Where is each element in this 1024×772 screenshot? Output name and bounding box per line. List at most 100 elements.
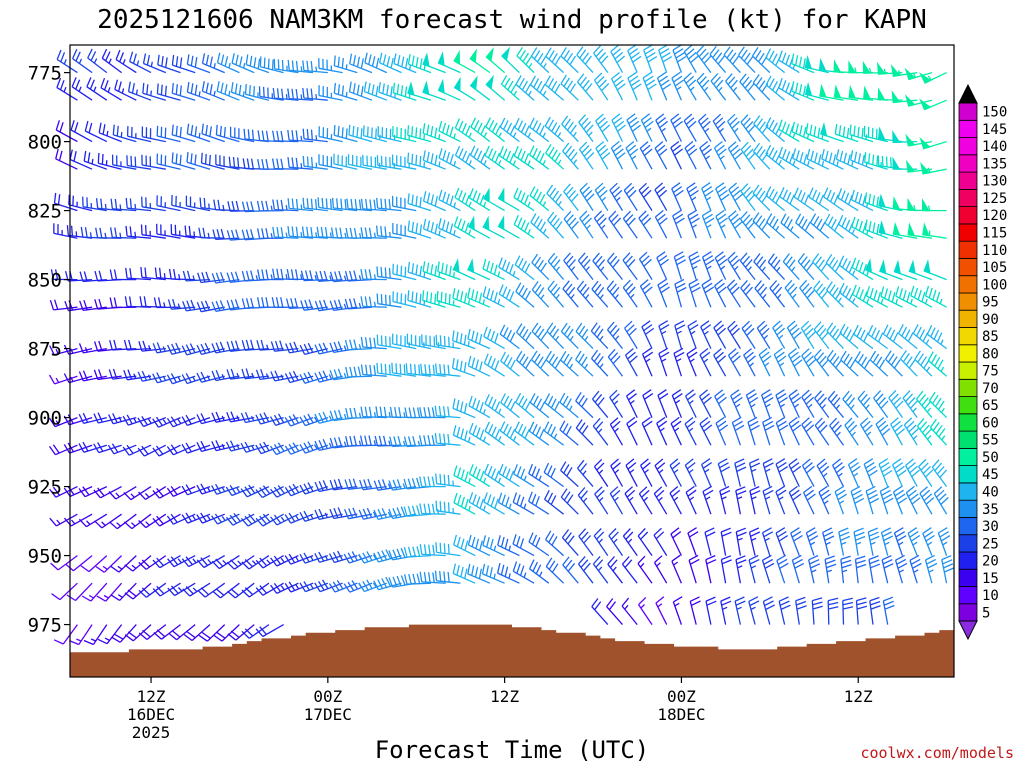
wind-barb	[814, 349, 829, 376]
wind-barb	[595, 487, 608, 514]
wind-barb	[789, 486, 801, 514]
wind-barb	[514, 146, 534, 169]
wind-barb	[763, 597, 774, 625]
colorbar-label: 30	[982, 519, 999, 535]
wind-barb	[562, 116, 579, 142]
wind-barb	[303, 156, 328, 169]
wind-barb	[721, 597, 731, 625]
wind-barb	[142, 225, 166, 239]
wind-barb	[374, 550, 402, 563]
wind-barb	[611, 459, 623, 487]
wind-barb	[500, 422, 519, 446]
wind-barb	[640, 280, 652, 308]
wind-barb	[639, 487, 652, 514]
wind-barb	[377, 226, 402, 239]
wind-barb	[578, 460, 594, 486]
plot-area	[50, 45, 955, 677]
colorbar-label: 130	[982, 174, 1007, 190]
wind-barb	[910, 555, 921, 583]
colorbar-label: 85	[982, 329, 999, 345]
wind-barb	[849, 63, 873, 73]
wind-barb	[726, 74, 741, 101]
wind-barb	[485, 422, 505, 445]
wind-barb	[579, 115, 593, 142]
wind-barb	[576, 323, 593, 349]
wind-barb	[638, 556, 652, 583]
wind-barb	[882, 556, 893, 584]
wind-barb	[127, 155, 151, 169]
wind-barb	[720, 487, 730, 515]
wind-barb	[532, 323, 549, 349]
wind-barb	[657, 252, 669, 280]
wind-barb	[706, 597, 716, 625]
wind-barb	[883, 597, 894, 624]
wind-barb	[486, 77, 504, 100]
wind-barb	[685, 142, 697, 170]
wind-barb	[546, 48, 564, 73]
wind-barb	[893, 159, 917, 169]
wind-barb	[736, 487, 746, 514]
colorbar-swatch	[959, 500, 977, 517]
wind-barb	[812, 598, 822, 625]
wind-barb	[687, 183, 699, 211]
wind-barb	[609, 211, 623, 238]
wind-barb	[501, 352, 520, 376]
wind-barb	[517, 324, 535, 349]
wind-barb	[776, 417, 788, 445]
wind-barb	[592, 350, 608, 376]
wind-barb	[880, 486, 893, 514]
wind-barb	[73, 49, 93, 72]
wind-barb	[244, 129, 269, 142]
wind-barb	[596, 142, 610, 170]
wind-barb	[330, 410, 357, 421]
wind-barb	[471, 118, 490, 142]
wind-barb	[813, 254, 829, 280]
colorbar-label: 110	[982, 243, 1007, 259]
wind-barb	[713, 114, 725, 141]
wind-barb	[502, 75, 520, 100]
wind-barb	[184, 625, 210, 641]
x-tick-label: 00Z	[313, 687, 342, 706]
wind-barb	[577, 47, 593, 73]
wind-barb	[455, 119, 475, 142]
wind-barb	[670, 459, 681, 487]
wind-barb	[470, 51, 490, 73]
wind-barb	[532, 282, 549, 308]
x-tick-year: 2025	[132, 723, 171, 742]
wind-barb	[155, 268, 180, 280]
wind-barb	[436, 474, 461, 487]
wind-barb	[377, 198, 402, 211]
wind-barb	[729, 183, 743, 211]
wind-barb	[546, 531, 564, 556]
wind-barb	[924, 262, 946, 280]
wind-barb	[883, 325, 902, 349]
wind-barb	[69, 625, 92, 645]
wind-barb	[624, 183, 637, 210]
colorbar-swatch	[959, 379, 977, 396]
wind-barb	[315, 412, 343, 423]
wind-barb	[608, 557, 623, 584]
wind-barb	[197, 413, 225, 423]
wind-barb	[655, 459, 667, 487]
wind-barb	[702, 183, 714, 211]
wind-barb	[94, 487, 122, 498]
wind-barb	[672, 390, 682, 418]
wind-barb	[739, 47, 756, 73]
wind-barb	[864, 459, 877, 487]
wind-barb	[889, 391, 903, 418]
wind-barb	[561, 489, 578, 515]
wind-barb	[850, 125, 873, 142]
wind-barb	[750, 528, 760, 556]
wind-barb	[774, 348, 786, 376]
wind-barb	[715, 142, 727, 170]
wind-barb	[514, 188, 534, 211]
wind-barb	[893, 459, 907, 487]
wind-barb	[530, 118, 549, 142]
colorbar-label: 140	[982, 139, 1007, 155]
wind-barb	[787, 321, 801, 349]
wind-barb	[560, 421, 578, 445]
wind-barb	[655, 211, 667, 239]
wind-barb	[672, 72, 684, 100]
